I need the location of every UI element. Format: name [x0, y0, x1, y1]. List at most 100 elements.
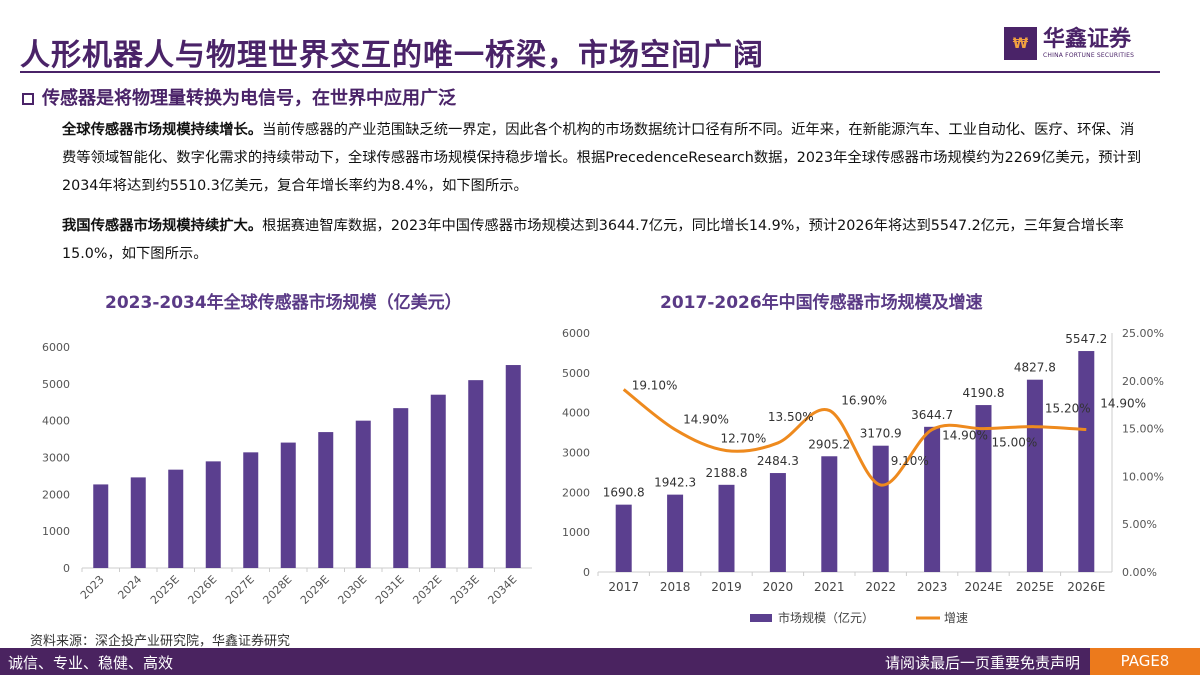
- x-tick-label: 2024: [115, 573, 144, 602]
- paragraph-lead: 全球传感器市场规模持续增长。: [62, 122, 263, 138]
- y-tick-label: 1000: [42, 525, 70, 538]
- line-data-label: 9.10%: [891, 454, 929, 468]
- x-tick-label: 2019: [711, 580, 742, 594]
- bar-data-label: 4190.8: [963, 386, 1005, 400]
- bar-data-label: 1942.3: [654, 476, 696, 490]
- section-subtitle: 传感器是将物理量转换为电信号，在世界中应用广泛: [22, 84, 456, 110]
- y-left-tick-label: 3000: [562, 447, 590, 460]
- x-tick-label: 2032E: [410, 573, 444, 607]
- x-tick-label: 2021: [814, 580, 845, 594]
- footer-disclaimer[interactable]: 请阅读最后一页重要免责声明: [884, 654, 1080, 672]
- y-right-tick-label: 10.00%: [1122, 470, 1164, 483]
- x-tick-label: 2027E: [223, 573, 257, 607]
- legend-bar-label: 市场规模（亿元）: [778, 610, 874, 625]
- x-tick-label: 2026E: [185, 573, 219, 607]
- bar-data-label: 2484.3: [757, 454, 799, 468]
- paragraph-global: 全球传感器市场规模持续增长。当前传感器的产业范围缺乏统一界定，因此各个机构的市场…: [62, 116, 1142, 200]
- page-number: PAGE8: [1090, 648, 1200, 675]
- paragraph-body: 根据赛迪智库数据，2023年中国传感器市场规模达到3644.7亿元，同比增长14…: [62, 218, 1124, 262]
- bar-2023: [93, 484, 109, 568]
- line-data-label: 16.90%: [841, 393, 887, 407]
- x-tick-label: 2034E: [485, 573, 519, 607]
- bar-2025E: [168, 469, 184, 568]
- x-tick-label: 2031E: [373, 573, 407, 607]
- y-left-tick-label: 6000: [562, 327, 590, 340]
- line-data-label: 14.90%: [683, 413, 729, 427]
- y-left-tick-label: 2000: [562, 486, 590, 499]
- bar-data-label: 3170.9: [860, 427, 902, 441]
- y-right-tick-label: 5.00%: [1122, 518, 1157, 531]
- bar-data-label: 5547.2: [1065, 332, 1107, 346]
- x-tick-label: 2025E: [148, 573, 182, 607]
- bar-data-label: 2905.2: [808, 437, 850, 451]
- bar-2018: [667, 494, 684, 572]
- y-tick-label: 6000: [42, 341, 70, 354]
- y-left-tick-label: 4000: [562, 407, 590, 420]
- y-right-tick-label: 20.00%: [1122, 375, 1164, 388]
- paragraph-lead: 我国传感器市场规模持续扩大。: [62, 218, 263, 234]
- x-tick-label: 2025E: [1016, 580, 1054, 594]
- subtitle-text: 传感器是将物理量转换为电信号，在世界中应用广泛: [42, 88, 456, 109]
- y-tick-label: 5000: [42, 378, 70, 391]
- legend-line-label: 增速: [944, 611, 968, 625]
- bar-2023: [924, 426, 941, 572]
- y-left-tick-label: 5000: [562, 367, 590, 380]
- y-left-tick-label: 1000: [562, 526, 590, 539]
- y-tick-label: 0: [63, 562, 70, 575]
- x-tick-label: 2024E: [964, 580, 1002, 594]
- company-logo: ₩ 华鑫证券 CHINA FORTUNE SECURITIES: [1004, 27, 1134, 60]
- x-tick-label: 2030E: [335, 573, 369, 607]
- footer-motto: 诚信、专业、稳健、高效: [8, 654, 174, 672]
- x-tick-label: 2020: [763, 580, 794, 594]
- x-tick-label: 2029E: [298, 573, 332, 607]
- bar-2028E: [280, 442, 296, 568]
- x-tick-label: 2017: [608, 580, 639, 594]
- y-tick-label: 3000: [42, 452, 70, 465]
- x-tick-label: 2033E: [448, 573, 482, 607]
- bar-2024E: [975, 405, 992, 572]
- line-data-label: 15.20%: [1045, 402, 1091, 416]
- bar-2025E: [1026, 379, 1043, 572]
- line-data-label: 12.70%: [721, 432, 767, 446]
- x-tick-label: 2023: [78, 573, 107, 602]
- page-title: 人形机器人与物理世界交互的唯一桥梁，市场空间广阔: [20, 38, 764, 73]
- bar-2022: [872, 445, 889, 572]
- paragraph-china: 我国传感器市场规模持续扩大。根据赛迪智库数据，2023年中国传感器市场规模达到3…: [62, 212, 1142, 268]
- bar-2017: [615, 504, 632, 572]
- y-left-tick-label: 0: [583, 566, 590, 579]
- bar-2034E: [505, 365, 521, 568]
- bar-2032E: [430, 394, 446, 568]
- china-sensor-chart: 0 1000 2000 3000 4000 5000 6000 0.00% 5.00% 10.00…: [562, 327, 1164, 625]
- logo-en: CHINA FORTUNE SECURITIES: [1043, 52, 1135, 59]
- y-right-tick-label: 0.00%: [1122, 566, 1157, 579]
- line-data-label: 13.50%: [768, 410, 814, 424]
- bar-2021: [821, 456, 838, 572]
- y-right-tick-label: 15.00%: [1122, 423, 1164, 436]
- footer-bar: 诚信、专业、稳健、高效 请阅读最后一页重要免责声明 PAGE8: [0, 648, 1200, 675]
- bar-2019: [718, 484, 735, 572]
- source-note: 资料来源：深企投产业研究院，华鑫证券研究: [30, 634, 291, 649]
- line-data-label: 19.10%: [632, 378, 678, 392]
- legend-bar-swatch: [750, 614, 772, 622]
- logo-icon: ₩: [1004, 27, 1037, 60]
- bar-2020: [769, 473, 786, 572]
- x-tick-label: 2022: [865, 580, 896, 594]
- header-divider: [20, 71, 1160, 73]
- chart-title-global: 2023-2034年全球传感器市场规模（亿美元）: [105, 293, 462, 313]
- bar-data-label: 4827.8: [1014, 361, 1056, 375]
- bullet-square-icon: [22, 93, 34, 105]
- logo-cn: 华鑫证券: [1043, 27, 1132, 52]
- bar-2029E: [318, 432, 334, 568]
- x-tick-label: 2028E: [260, 573, 294, 607]
- bar-2026E: [205, 461, 221, 568]
- line-data-label: 14.90%: [942, 429, 988, 443]
- x-tick-label: 2018: [660, 580, 691, 594]
- bar-2026E: [1078, 351, 1095, 572]
- y-tick-label: 4000: [42, 415, 70, 428]
- chart-title-china: 2017-2026年中国传感器市场规模及增速: [660, 293, 983, 313]
- bar-2024: [130, 477, 146, 568]
- x-tick-label: 2026E: [1067, 580, 1105, 594]
- y-tick-label: 2000: [42, 488, 70, 501]
- line-data-label: 15.00%: [992, 436, 1038, 450]
